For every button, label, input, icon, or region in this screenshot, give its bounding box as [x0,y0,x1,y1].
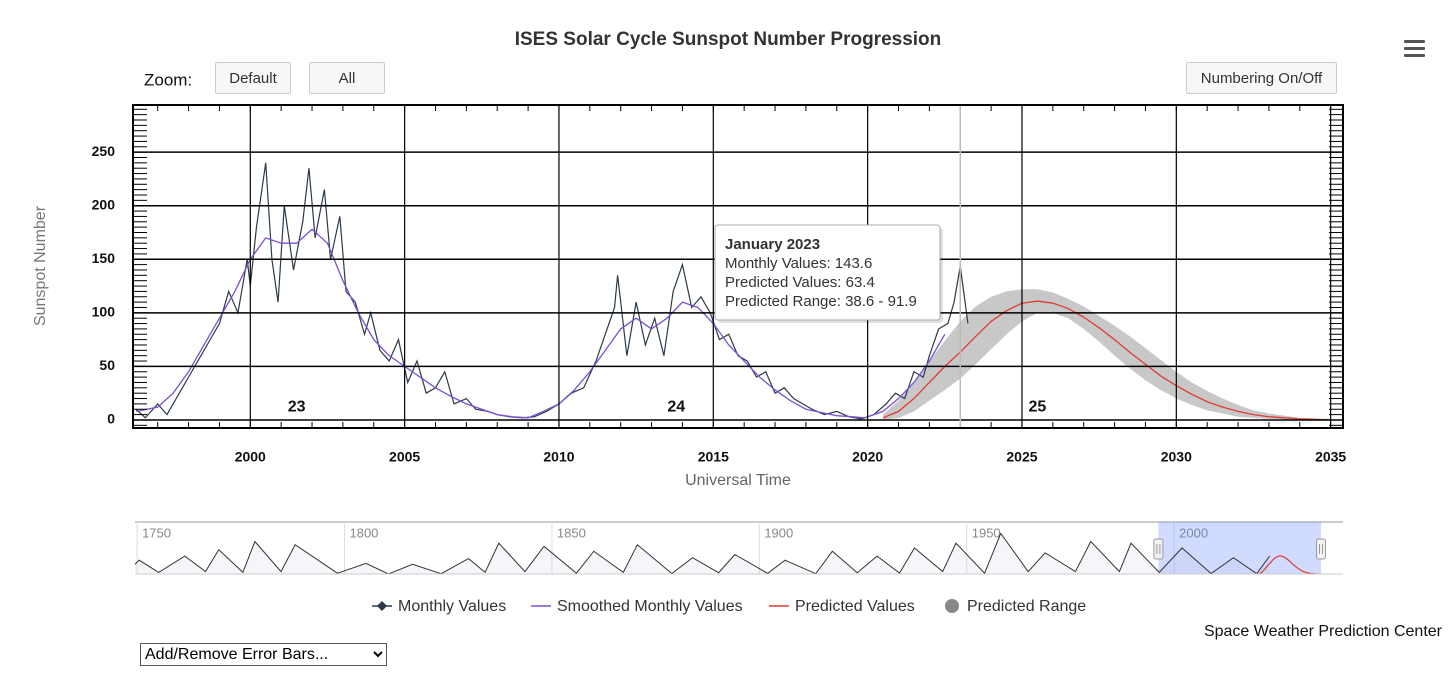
chart-title: ISES Solar Cycle Sunspot Number Progress… [515,29,942,50]
x-tick-label: 2015 [698,449,729,465]
x-tick-label: 2025 [1006,449,1037,465]
numbering-button[interactable]: Numbering On/Off [1186,62,1337,94]
y-tick-label: 150 [92,250,116,266]
tooltip: January 2023 Monthly Values: 143.6 Predict… [714,224,943,323]
legend-label: Smoothed Monthly Values [557,598,743,615]
cycle-label: 25 [1029,398,1047,415]
navigator-line [134,532,1270,575]
credit: Space Weather Prediction Center [1204,623,1443,640]
plot-border [132,104,1344,429]
range-area [883,289,1331,420]
legend-item[interactable]: Monthly Values [372,598,506,615]
x-tick-label: 2005 [389,449,420,465]
legend-marker [377,601,387,611]
y-tick-label: 250 [92,143,116,159]
navigator-tick-label: 1950 [972,525,1001,540]
menu-bar[interactable] [1404,54,1425,57]
tooltip-line: Monthly Values: 143.6 [725,255,872,272]
error-bars-select[interactable]: Add/Remove Error Bars... [140,643,387,666]
x-tick-label: 2020 [852,449,883,465]
legend-label: Monthly Values [398,598,506,615]
navigator-tick-label: 2000 [1179,525,1208,540]
menu-bar[interactable] [1404,40,1425,43]
zoom-label: Zoom: [144,70,192,89]
menu-icon[interactable] [1404,40,1425,57]
plot-area [135,162,1331,421]
tooltip-box [714,224,941,321]
navigator-tick-label: 1850 [557,525,586,540]
handle-box [1316,538,1327,560]
y-axis-label: Sunspot Number [32,205,49,326]
x-tick-label: 2000 [235,449,266,465]
x-tick-label: 2035 [1315,449,1346,465]
x-tick-label: 2010 [543,449,574,465]
navigator-handle[interactable] [1153,538,1164,560]
series-line [882,300,1331,421]
handle-box [1153,538,1164,560]
cycle-label: 24 [667,398,685,415]
legend-item[interactable]: Predicted Range [945,598,1086,615]
legend-label: Predicted Values [795,598,915,615]
navigator-predicted [1258,555,1320,575]
y-tick-label: 0 [107,411,115,427]
y-tick-label: 100 [92,304,116,320]
zoom-button[interactable]: Default [215,62,291,94]
navigator-tick-label: 1800 [349,525,378,540]
x-tick-label: 2030 [1161,449,1192,465]
cycle-label: 23 [288,398,306,415]
y-tick-label: 200 [92,196,116,212]
menu-bar[interactable] [1404,47,1425,50]
legend-item[interactable]: Predicted Values [769,598,915,615]
navigator-area [135,533,1270,574]
series-line [135,228,946,419]
navigator-handle[interactable] [1316,538,1327,560]
navigator-tick-label: 1900 [764,525,793,540]
tooltip-title: January 2023 [725,236,820,253]
tooltip-line: Predicted Range: 38.6 - 91.9 [725,293,917,310]
tooltip-line: Predicted Values: 63.4 [725,274,875,291]
legend-symbol [945,599,959,613]
zoom-button[interactable]: All [309,62,385,94]
x-axis-label: Universal Time [685,472,791,489]
y-tick-label: 50 [99,357,115,373]
legend-label: Predicted Range [967,598,1086,615]
navigator-tick-label: 1750 [142,525,171,540]
legend-item[interactable]: Smoothed Monthly Values [531,598,743,615]
